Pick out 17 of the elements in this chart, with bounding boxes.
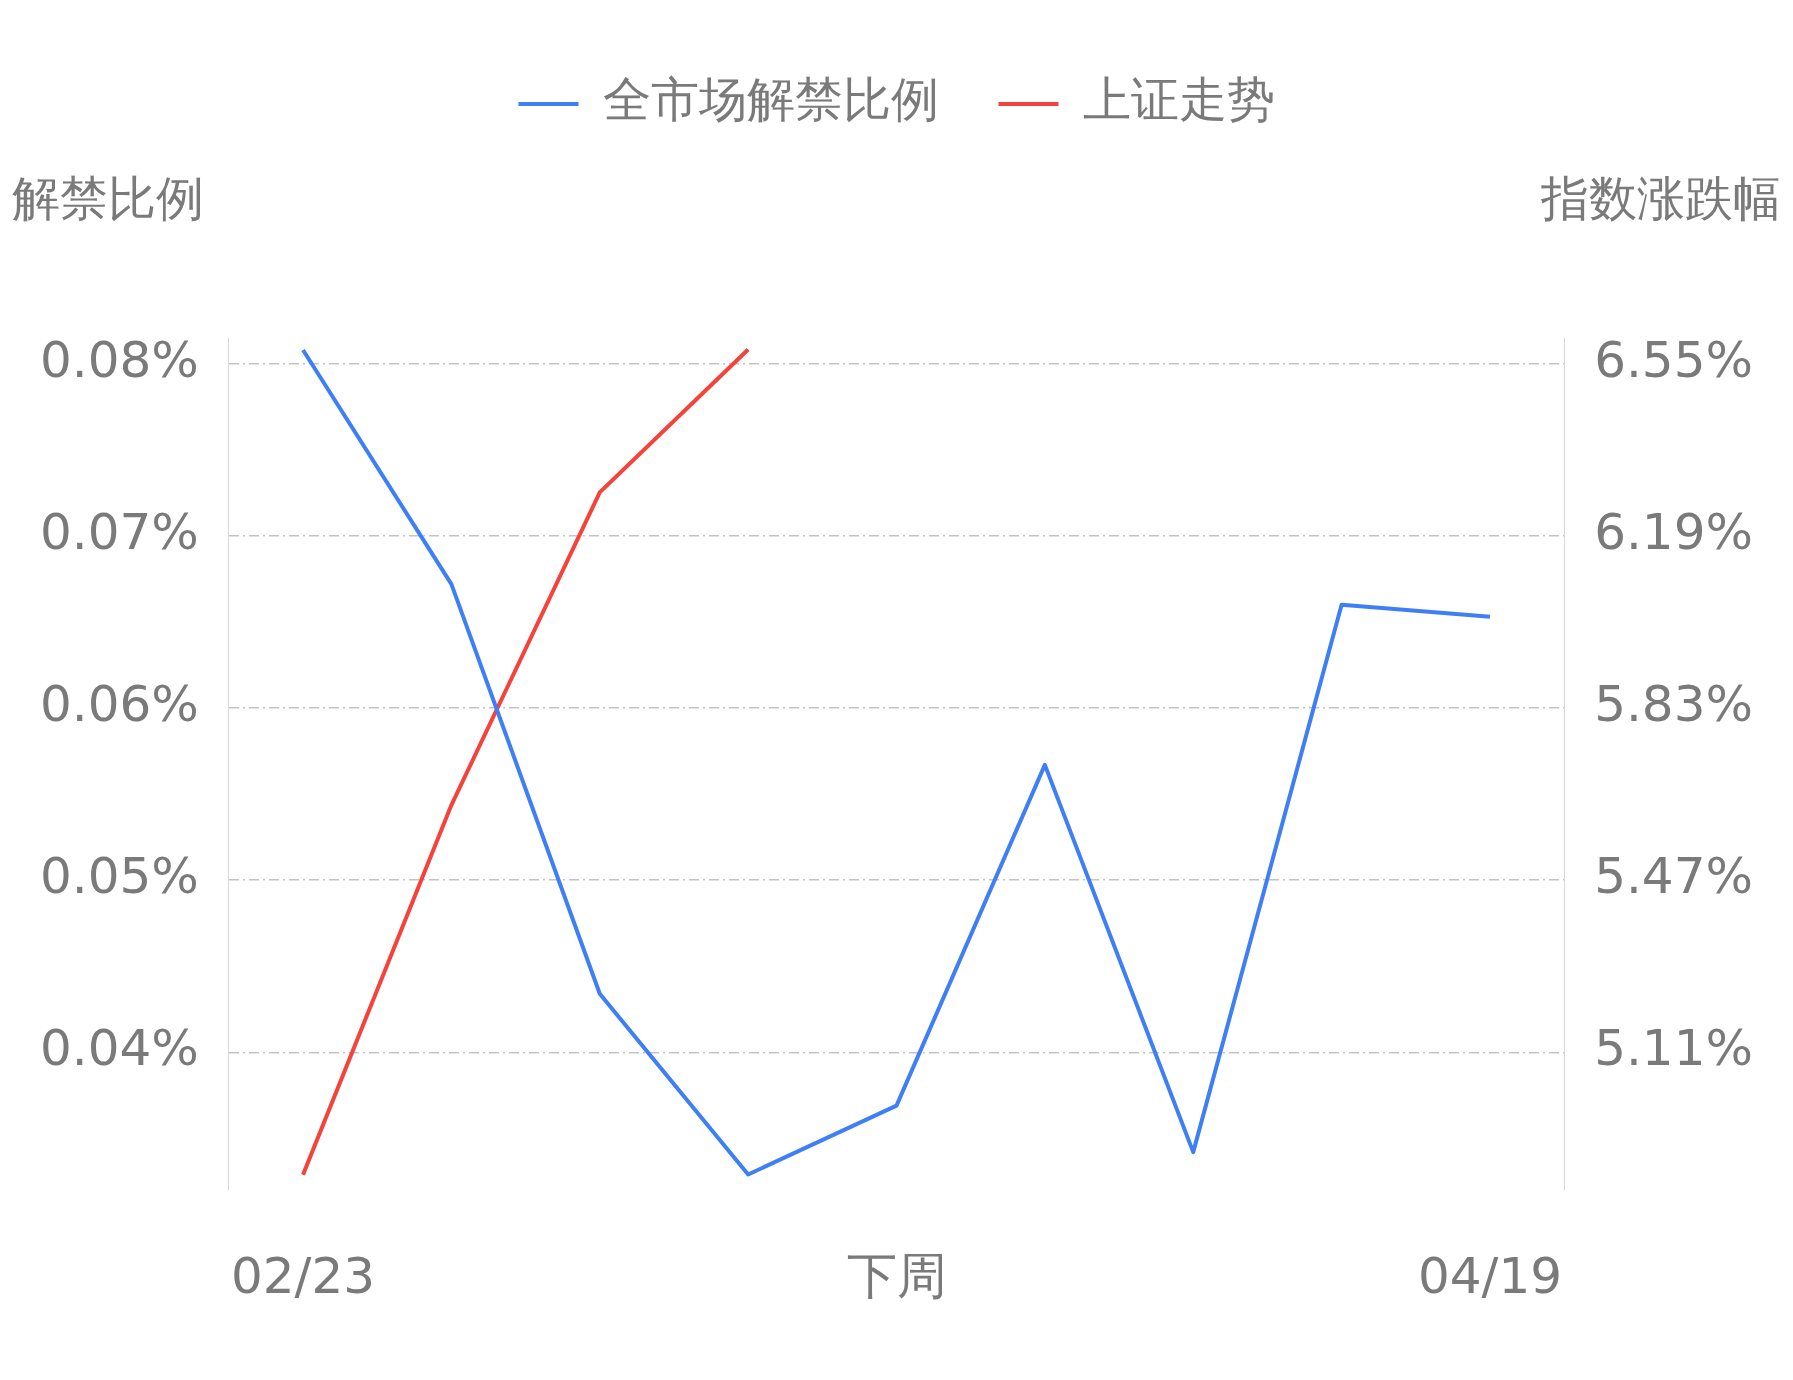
y-tick-label: 0.07% xyxy=(39,502,199,561)
y-tick-label: 0.08% xyxy=(39,330,199,389)
x-tick-label: 04/19 xyxy=(1417,1246,1563,1305)
y-axis-title: 解禁比例 xyxy=(12,170,204,227)
y2-axis-title: 指数涨跌幅 xyxy=(1540,170,1781,227)
legend-label: 上证走势 xyxy=(1082,71,1275,128)
y-tick-label: 0.05% xyxy=(39,847,199,906)
y-tick-label: 0.06% xyxy=(39,675,199,734)
x-tick-label: 02/23 xyxy=(230,1246,376,1305)
x-tick-label: 下周 xyxy=(846,1246,947,1305)
y2-tick-label: 6.55% xyxy=(1594,330,1754,389)
y2-tick-label: 5.83% xyxy=(1594,675,1754,734)
y2-tick-label: 5.47% xyxy=(1594,847,1754,906)
legend-label: 全市场解禁比例 xyxy=(602,71,939,128)
y-tick-label: 0.04% xyxy=(39,1019,199,1078)
y2-tick-label: 6.19% xyxy=(1594,502,1754,561)
y2-tick-label: 5.11% xyxy=(1594,1019,1754,1078)
